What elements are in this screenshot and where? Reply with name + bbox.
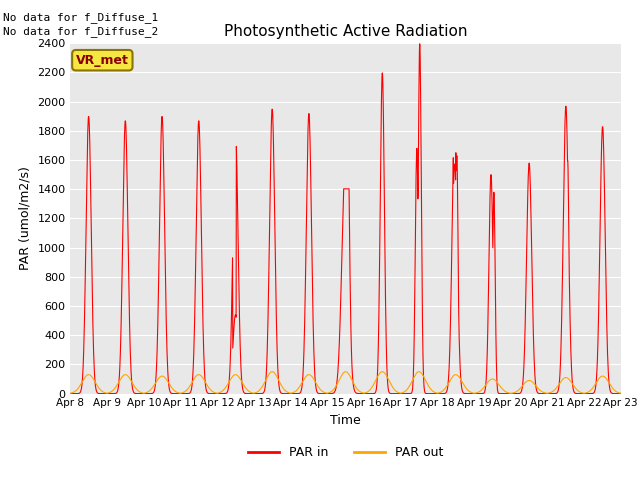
Text: VR_met: VR_met <box>76 54 129 67</box>
Legend: PAR in, PAR out: PAR in, PAR out <box>243 442 448 465</box>
Title: Photosynthetic Active Radiation: Photosynthetic Active Radiation <box>224 24 467 39</box>
Text: No data for f_Diffuse_2: No data for f_Diffuse_2 <box>3 26 159 37</box>
Text: No data for f_Diffuse_1: No data for f_Diffuse_1 <box>3 12 159 23</box>
Y-axis label: PAR (umol/m2/s): PAR (umol/m2/s) <box>19 167 32 270</box>
X-axis label: Time: Time <box>330 414 361 427</box>
